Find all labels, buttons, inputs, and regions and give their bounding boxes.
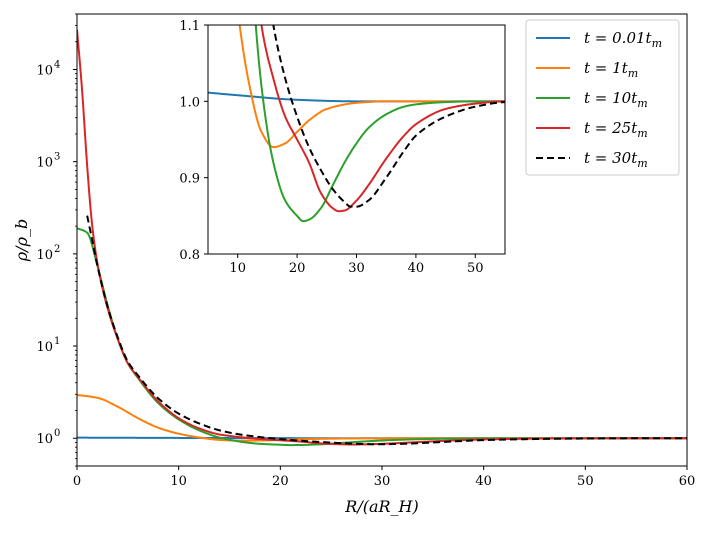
inset-axis-ticks: 10 20 30 40 50 0.8 0.9 1.0 1.1 (179, 19, 483, 276)
main-plot-series (77, 29, 687, 447)
inset-x-tick-label: 50 (467, 261, 484, 276)
x-tick-label: 60 (679, 474, 696, 489)
y-tick-label: 10 (36, 156, 53, 171)
inset-y-tick-label: 1.0 (179, 95, 200, 110)
inset-x-tick-label: 10 (229, 261, 246, 276)
legend-label-series-4: t = 25tm (584, 119, 648, 140)
y-tick-exponent: 4 (54, 60, 60, 71)
inset-y-tick-label: 1.1 (179, 19, 200, 34)
legend-box (525, 19, 680, 176)
inset-plot-series (208, 25, 505, 223)
x-axis-label: R/(aR_H) (344, 497, 418, 516)
y-tick-exponent: 0 (54, 428, 60, 439)
legend: t = 0.01tm t = 1tm t = 10tm t = 25tm t = 30t… (525, 19, 680, 176)
y-tick-exponent: 3 (54, 152, 60, 163)
x-tick-label: 30 (374, 474, 391, 489)
inset-x-tick-label: 20 (289, 261, 306, 276)
inset-line-series-4 (260, 25, 505, 213)
x-tick-label: 0 (73, 474, 81, 489)
inset-line-series-5 (272, 25, 505, 208)
y-tick-exponent: 2 (54, 244, 60, 255)
inset-background (208, 25, 505, 254)
inset-x-tick-label: 30 (348, 261, 365, 276)
y-tick-exponent: 1 (54, 336, 60, 347)
x-tick-label: 20 (272, 474, 289, 489)
legend-label-series-2: t = 1tm (584, 59, 638, 80)
y-tick-label: 10 (36, 64, 53, 79)
inset-y-tick-label: 0.8 (179, 248, 200, 263)
legend-label-series-5: t = 30tm (584, 149, 648, 170)
inset-x-tick-label: 40 (408, 261, 425, 276)
inset-y-tick-label: 0.9 (179, 172, 200, 187)
x-tick-label: 10 (170, 474, 187, 489)
main-line-series-5 (86, 215, 687, 446)
y-axis-label: ρ/ρ_b (12, 219, 31, 262)
x-tick-label: 50 (577, 474, 594, 489)
y-tick-label: 10 (36, 432, 53, 447)
legend-label-series-1: t = 0.01tm (584, 29, 662, 50)
x-tick-label: 40 (475, 474, 492, 489)
legend-label-series-3: t = 10tm (584, 89, 648, 110)
inset-line-series-3 (254, 25, 505, 223)
y-tick-label: 10 (36, 340, 53, 355)
y-tick-label: 10 (36, 248, 53, 263)
